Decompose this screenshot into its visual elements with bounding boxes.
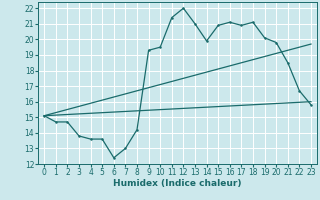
X-axis label: Humidex (Indice chaleur): Humidex (Indice chaleur) [113, 179, 242, 188]
